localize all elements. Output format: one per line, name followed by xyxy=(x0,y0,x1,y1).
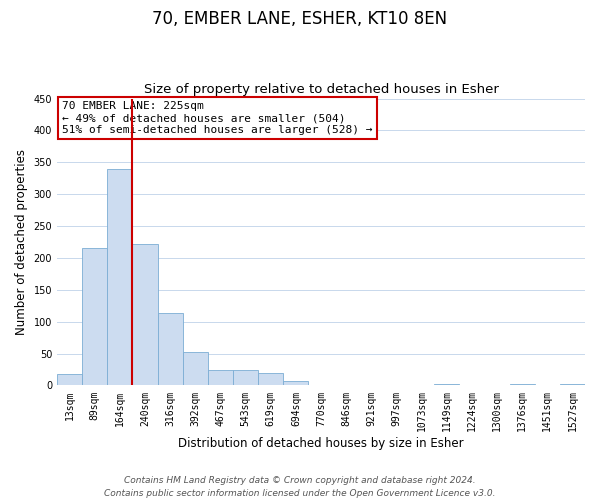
Bar xyxy=(57,374,82,386)
Bar xyxy=(509,384,535,386)
Bar xyxy=(560,384,585,386)
Text: 70 EMBER LANE: 225sqm
← 49% of detached houses are smaller (504)
51% of semi-det: 70 EMBER LANE: 225sqm ← 49% of detached … xyxy=(62,102,373,134)
Text: 70, EMBER LANE, ESHER, KT10 8EN: 70, EMBER LANE, ESHER, KT10 8EN xyxy=(152,10,448,28)
Bar xyxy=(82,248,107,386)
X-axis label: Distribution of detached houses by size in Esher: Distribution of detached houses by size … xyxy=(178,437,464,450)
Text: Contains HM Land Registry data © Crown copyright and database right 2024.
Contai: Contains HM Land Registry data © Crown c… xyxy=(104,476,496,498)
Bar xyxy=(183,352,208,386)
Title: Size of property relative to detached houses in Esher: Size of property relative to detached ho… xyxy=(143,83,499,96)
Bar xyxy=(158,314,183,386)
Bar xyxy=(107,168,133,386)
Bar xyxy=(133,244,158,386)
Bar xyxy=(258,372,283,386)
Y-axis label: Number of detached properties: Number of detached properties xyxy=(15,149,28,335)
Bar xyxy=(283,381,308,386)
Bar xyxy=(434,384,459,386)
Bar xyxy=(233,370,258,386)
Bar xyxy=(208,370,233,386)
